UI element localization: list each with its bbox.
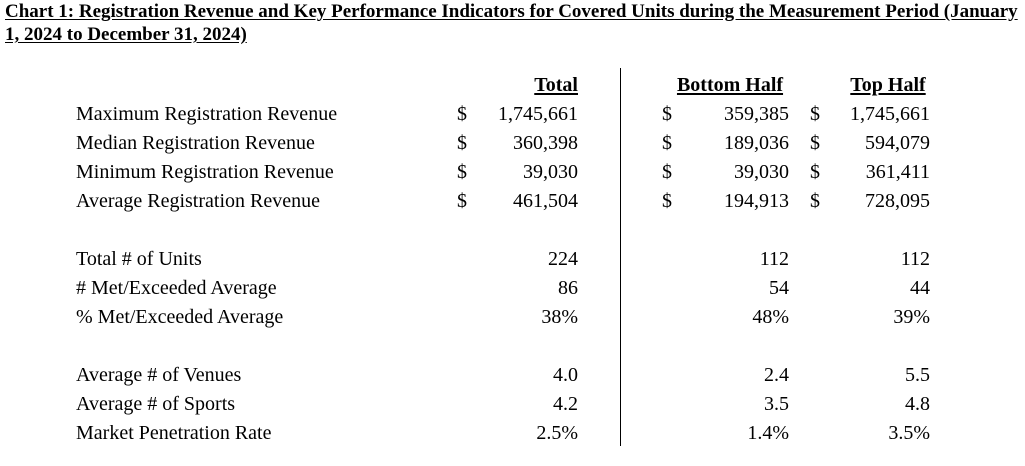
value-top-half: 39% <box>893 306 930 328</box>
currency-symbol: $ <box>810 161 820 183</box>
value-bottom-half: 112 <box>759 248 789 270</box>
currency-symbol: $ <box>662 190 672 212</box>
row-label: Total # of Units <box>76 248 202 270</box>
value-top-half: 3.5% <box>888 422 930 444</box>
value-bottom-half: 1.4% <box>747 422 789 444</box>
row-label: # Met/Exceeded Average <box>76 277 277 299</box>
value-top-half: 1,745,661 <box>850 103 930 125</box>
currency-symbol: $ <box>810 132 820 154</box>
value-bottom-half: 189,036 <box>724 132 789 154</box>
header-top-half: Top Half <box>850 74 926 96</box>
value-top-half: 5.5 <box>905 364 930 386</box>
row-label: % Met/Exceeded Average <box>76 306 284 328</box>
column-divider <box>620 68 621 446</box>
value-bottom-half: 39,030 <box>734 161 789 183</box>
currency-symbol: $ <box>662 161 672 183</box>
currency-symbol: $ <box>810 103 820 125</box>
header-total: Total <box>534 74 578 96</box>
value-top-half: 728,095 <box>865 190 930 212</box>
row-label: Maximum Registration Revenue <box>76 103 338 125</box>
row-label: Average Registration Revenue <box>76 190 320 212</box>
row-label: Median Registration Revenue <box>76 132 315 154</box>
value-bottom-half: 54 <box>769 277 789 299</box>
value-total: 4.0 <box>553 364 578 386</box>
value-top-half: 4.8 <box>905 393 930 415</box>
value-bottom-half: 359,385 <box>724 103 789 125</box>
value-total: 360,398 <box>513 132 578 154</box>
currency-symbol: $ <box>662 132 672 154</box>
row-label: Average # of Sports <box>76 393 236 415</box>
currency-symbol: $ <box>457 161 467 183</box>
value-top-half: 44 <box>910 277 930 299</box>
value-bottom-half: 2.4 <box>764 364 789 386</box>
value-top-half: 594,079 <box>865 132 930 154</box>
value-bottom-half: 194,913 <box>724 190 789 212</box>
value-total: 2.5% <box>536 422 578 444</box>
currency-symbol: $ <box>457 190 467 212</box>
value-bottom-half: 3.5 <box>764 393 789 415</box>
value-total: 461,504 <box>513 190 578 212</box>
value-bottom-half: 48% <box>752 306 789 328</box>
currency-symbol: $ <box>810 190 820 212</box>
currency-symbol: $ <box>662 103 672 125</box>
value-top-half: 112 <box>900 248 930 270</box>
value-total: 1,745,661 <box>498 103 578 125</box>
value-top-half: 361,411 <box>865 161 930 183</box>
value-total: 86 <box>558 277 578 299</box>
currency-symbol: $ <box>457 103 467 125</box>
currency-symbol: $ <box>457 132 467 154</box>
value-total: 224 <box>548 248 578 270</box>
header-bottom-half: Bottom Half <box>676 74 784 96</box>
row-label: Average # of Venues <box>76 364 242 386</box>
row-label: Minimum Registration Revenue <box>76 161 334 183</box>
row-label: Market Penetration Rate <box>76 422 272 444</box>
chart-title: Chart 1: Registration Revenue and Key Pe… <box>5 1 1018 45</box>
value-total: 4.2 <box>553 393 578 415</box>
value-total: 39,030 <box>523 161 578 183</box>
value-total: 38% <box>541 306 578 328</box>
